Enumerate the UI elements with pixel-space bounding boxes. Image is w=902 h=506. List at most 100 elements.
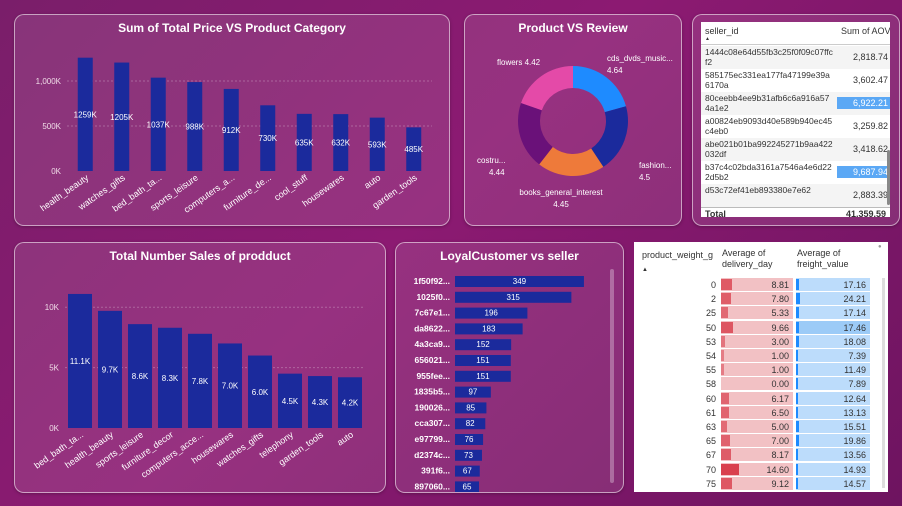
chart-loyal-panel[interactable]: LoyalCustomer vs seller 1f50f92... 349 102… — [395, 242, 624, 493]
delivery-bg — [721, 391, 793, 405]
column-header-aov[interactable]: Sum of AOV — [841, 26, 890, 36]
bar — [455, 402, 487, 414]
scrollbar[interactable] — [887, 150, 890, 205]
column-header-seller-id[interactable]: seller_id — [705, 26, 739, 36]
data-label: 730K — [258, 134, 277, 143]
data-label: 4.5K — [282, 397, 299, 406]
y-tick-label: 500K — [42, 122, 61, 131]
freight-bg — [796, 306, 870, 320]
weight-cell: 67 — [705, 450, 716, 461]
freight-bg — [796, 448, 870, 462]
aov-cell: 6,922.21 — [837, 97, 890, 109]
table-row[interactable] — [701, 46, 890, 69]
freight-mark — [796, 421, 799, 432]
data-label: 183 — [482, 324, 496, 333]
bar — [455, 370, 511, 382]
seller-id-cell: 1444c08e64d55fb3c25f0f09c07ffcf2 — [705, 47, 833, 67]
freight-mark — [796, 435, 800, 447]
weight-delivery-table[interactable]: product_weight_g Average of delivery_day A… — [634, 242, 888, 492]
delivery-bg — [721, 377, 793, 391]
freight-cell: 14.57 — [843, 478, 866, 489]
delivery-bar — [721, 307, 728, 319]
y-tick-label: 1f50f92... — [414, 276, 450, 286]
freight-cell: 17.16 — [843, 280, 866, 290]
delivery-bg — [721, 334, 793, 348]
data-label: 65 — [463, 482, 472, 491]
seller-id-cell: 585175ec331ea177fa47199e39a6170a — [705, 70, 830, 90]
chart-product-review-title: Product VS Review — [518, 21, 628, 35]
freight-bg — [796, 462, 870, 476]
chart-total-price-svg: 0K500K1,000K1259Khealth_beauty1205Kwatch… — [36, 57, 432, 215]
data-label: 82 — [466, 419, 475, 428]
x-tick-label: auto — [362, 172, 382, 190]
donut-slice — [539, 147, 604, 176]
bar — [455, 465, 480, 477]
freight-mark — [796, 364, 798, 376]
scrollbar[interactable] — [882, 278, 885, 488]
bar — [128, 324, 152, 428]
table-row[interactable] — [701, 184, 890, 207]
chart-product-review-panel[interactable]: Product VS Review cds_dvds_music... 4.64 f… — [464, 14, 682, 226]
seller-aov-panel[interactable]: seller_id Sum of AOV ▲ 1444c08e64d55fb3c25f… — [692, 14, 900, 226]
delivery-cell: 8.81 — [771, 280, 789, 290]
donut-label: books_general_interest — [519, 188, 603, 197]
data-label: 4.3K — [312, 398, 329, 407]
freight-bg — [796, 363, 870, 377]
delivery-cell: 5.00 — [771, 422, 789, 432]
donut-slice — [591, 106, 628, 167]
data-label: 593K — [368, 140, 387, 149]
freight-cell: 15.51 — [843, 422, 866, 432]
delivery-bar — [721, 435, 730, 447]
delivery-bg — [721, 278, 793, 291]
column-header-weight[interactable]: product_weight_g — [642, 250, 714, 260]
bar — [260, 105, 276, 171]
bar — [406, 127, 422, 171]
delivery-bar — [721, 392, 729, 404]
delivery-bar — [721, 449, 732, 461]
weight-cell: 50 — [705, 322, 716, 333]
freight-cell: 13.56 — [843, 450, 866, 461]
chart-loyal-title: LoyalCustomer vs seller — [440, 249, 579, 263]
freight-mark — [796, 449, 799, 461]
freight-cell: 11.49 — [844, 365, 866, 376]
delivery-bar — [721, 463, 739, 475]
header-divider — [701, 44, 890, 45]
delivery-bg — [721, 448, 793, 462]
data-label: 6.0K — [252, 388, 269, 397]
y-tick-label: d2374c... — [414, 450, 450, 460]
delivery-cell: 6.17 — [771, 393, 789, 404]
y-tick-label: 1835b5... — [414, 387, 450, 397]
data-label: 988K — [185, 123, 204, 132]
y-tick-label: 7c67e1... — [415, 308, 450, 318]
freight-cell: 18.08 — [843, 336, 866, 347]
bar — [455, 434, 484, 445]
bar — [455, 386, 491, 398]
bar — [150, 77, 166, 171]
freight-mark — [796, 335, 799, 347]
freight-cell: 13.13 — [843, 407, 866, 418]
chart-sales-panel[interactable]: Total Number Sales of prodduct 0K 5K 10K 11… — [14, 242, 386, 493]
bar — [455, 355, 511, 366]
seller-aov-table[interactable]: seller_id Sum of AOV ▲ 1444c08e64d55fb3c25f… — [701, 22, 890, 217]
chart-total-price-panel[interactable]: Sum of Total Price VS Product Category 0… — [14, 14, 450, 226]
total-label: Total — [705, 209, 726, 217]
weight-cell: 63 — [705, 422, 716, 432]
y-tick-label: 1,000K — [36, 77, 62, 86]
data-label: 1205K — [110, 113, 134, 122]
data-label: 67 — [463, 467, 472, 476]
column-header-freight[interactable]: Average of freight_value — [797, 248, 849, 269]
weight-cell: 54 — [705, 351, 716, 361]
options-dot-icon[interactable]: ● — [878, 244, 882, 250]
bar — [296, 113, 312, 171]
freight-bg — [796, 278, 870, 291]
table-row[interactable] — [701, 138, 890, 161]
donut-slice — [518, 102, 553, 165]
data-label: 4.2K — [342, 399, 359, 408]
delivery-bar — [721, 421, 728, 432]
freight-cell: 24.21 — [843, 294, 866, 305]
freight-bg — [796, 377, 870, 391]
y-tick-label: 1025f0... — [416, 292, 450, 302]
seller-id-cell: abe021b01ba992245271b9aa422032df — [705, 139, 833, 159]
column-header-delivery[interactable]: Average of delivery_day — [722, 248, 773, 269]
aov-cell: 3,602.47 — [852, 75, 888, 85]
